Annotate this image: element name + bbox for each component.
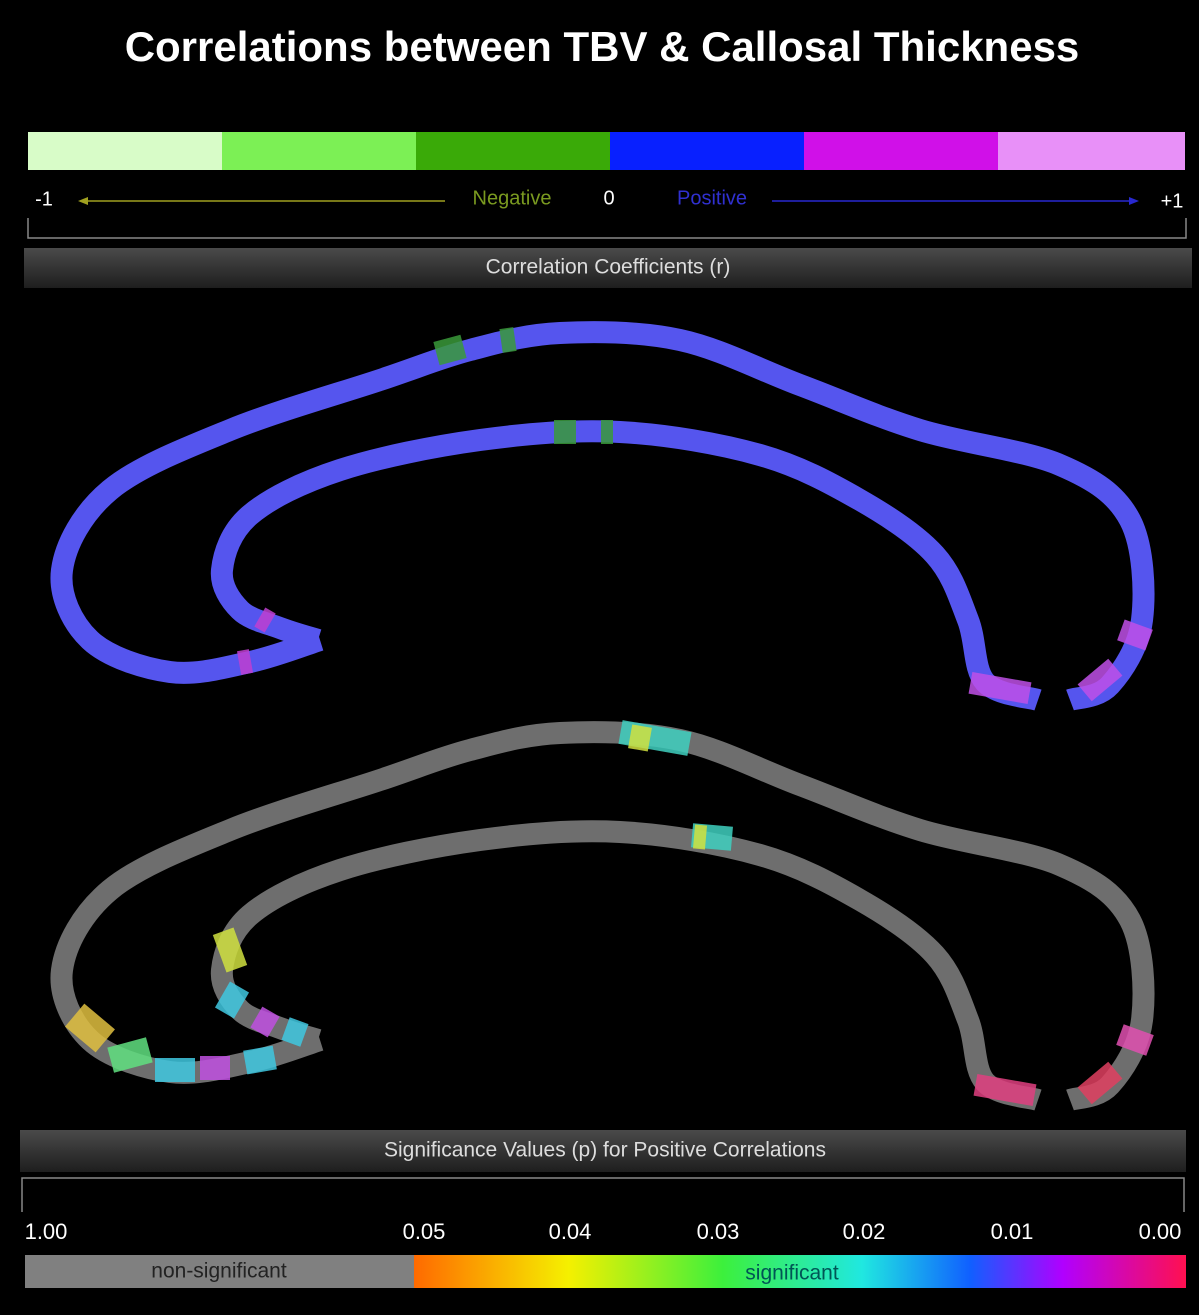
patch — [214, 981, 250, 1019]
callosum — [50, 720, 1155, 1111]
tick-label: 0.02 — [843, 1219, 886, 1244]
patch — [281, 1017, 309, 1047]
scale-min: -1 — [35, 188, 53, 210]
caption: Significance Values (p) for Positive Cor… — [384, 1139, 826, 1162]
swatch — [28, 132, 222, 170]
patch — [250, 1006, 280, 1038]
patch — [499, 327, 517, 353]
patch — [554, 420, 576, 444]
swatch — [804, 132, 998, 170]
callosum — [50, 321, 1155, 711]
patch — [628, 724, 652, 752]
patch — [237, 649, 253, 675]
patch — [601, 420, 613, 444]
patch — [1117, 619, 1153, 651]
swatch — [416, 132, 610, 170]
non-significant-label: non-significant — [151, 1260, 287, 1283]
title: Correlations between TBV & Callosal Thic… — [125, 23, 1080, 70]
patch — [1116, 1024, 1154, 1056]
patch — [692, 824, 708, 850]
swatch — [610, 132, 804, 170]
patch — [433, 334, 467, 366]
patch — [254, 607, 276, 633]
non-significant-bar — [25, 1255, 414, 1288]
correlation-colorbar — [28, 132, 1185, 170]
arrowhead — [1129, 197, 1139, 205]
patch — [973, 1073, 1037, 1107]
caption-bar — [20, 1130, 1186, 1172]
significant-bar — [414, 1255, 1186, 1288]
patch — [968, 671, 1032, 705]
zero-label: 0 — [603, 187, 614, 209]
patch — [65, 1003, 115, 1053]
significant-label: significant — [745, 1262, 839, 1285]
scale-max: +1 — [1161, 190, 1184, 212]
tick-label: 0.03 — [697, 1219, 740, 1244]
swatch — [998, 132, 1185, 170]
swatch — [222, 132, 416, 170]
patch — [1077, 1061, 1123, 1105]
bracket — [27, 218, 1187, 239]
tick-label: 0.01 — [991, 1219, 1034, 1244]
patch — [155, 1058, 195, 1082]
tick-label: 0.04 — [549, 1219, 592, 1244]
tick-label: 0.00 — [1139, 1219, 1182, 1244]
tick-label: 0.05 — [403, 1219, 446, 1244]
tick-label: 1.00 — [25, 1219, 68, 1244]
patch — [1077, 658, 1123, 702]
positive-label: Positive — [677, 187, 747, 209]
patch — [200, 1056, 230, 1080]
negative-label: Negative — [473, 187, 552, 209]
bracket — [21, 1177, 1185, 1212]
arrowhead — [78, 197, 88, 205]
patch — [107, 1037, 153, 1073]
patch — [212, 927, 248, 973]
p-ticks: 1.00 0.05 0.04 0.03 0.02 0.01 0.00 — [25, 1219, 1182, 1244]
callosum-maps — [50, 321, 1155, 1111]
caption: Correlation Coefficients (r) — [486, 256, 731, 279]
patch — [243, 1045, 277, 1075]
caption-bar — [24, 248, 1192, 288]
